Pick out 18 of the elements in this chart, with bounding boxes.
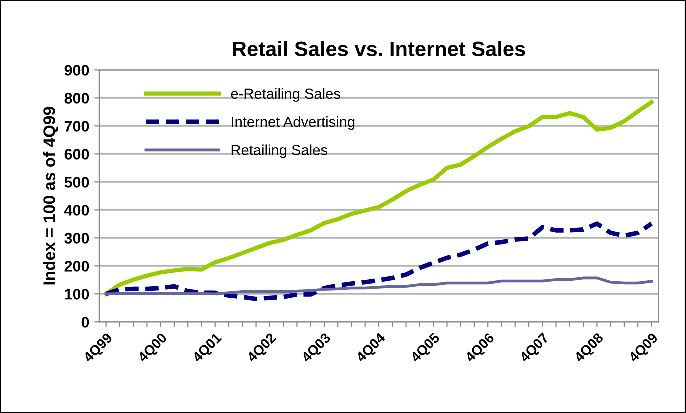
y-tick-label: 400: [64, 205, 90, 216]
y-tick-label: 100: [65, 289, 90, 300]
legend-label: Retailing Sales: [232, 144, 328, 158]
line-series: [104, 100, 654, 296]
y-tick-label: 300: [64, 233, 90, 244]
y-tick-label: 800: [64, 93, 90, 104]
y-tick-label: 0: [82, 317, 90, 328]
line-series: [104, 222, 654, 302]
legend-label: e-Retailing Sales: [231, 88, 340, 102]
y-tick-label: 700: [64, 121, 90, 132]
y-axis-title: Index = 100 as of 4Q99: [43, 107, 59, 285]
chart-title: Retail Sales vs. Internet Sales: [233, 41, 526, 57]
line-series: [104, 276, 654, 296]
y-tick-label: 900: [64, 65, 90, 76]
y-tick-label: 600: [64, 149, 90, 160]
y-tick-label: 500: [64, 177, 90, 188]
legend-label: Internet Advertising: [232, 116, 355, 130]
y-tick-label: 200: [64, 261, 90, 272]
